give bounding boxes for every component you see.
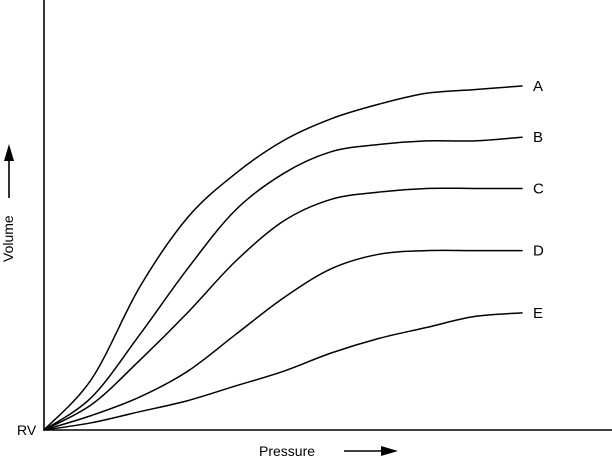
y-axis-arrow-icon (4, 144, 14, 198)
series-layer (43, 85, 523, 431)
series-labels: A B C D E (533, 78, 544, 322)
series-label-d: D (533, 243, 544, 260)
curve-a (43, 85, 523, 431)
series-label-a: A (533, 78, 543, 95)
x-axis-arrow-head (381, 446, 398, 456)
curve-d (43, 249, 523, 431)
origin-label: RV (17, 422, 37, 438)
x-axis-label: Pressure (259, 443, 315, 457)
x-axis-arrow-icon (344, 446, 398, 456)
curve-b (43, 136, 523, 431)
series-label-e: E (533, 305, 543, 322)
y-axis-arrow-head (4, 144, 14, 161)
series-label-b: B (533, 129, 543, 146)
curve-e (43, 312, 523, 431)
series-label-c: C (533, 180, 544, 197)
curve-c (43, 187, 523, 431)
y-axis-label: Volume (0, 215, 16, 262)
